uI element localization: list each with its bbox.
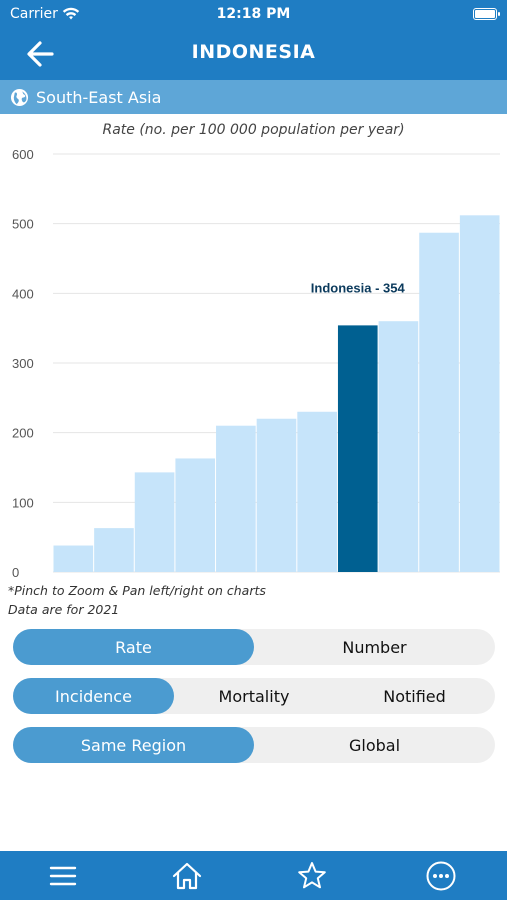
home-icon xyxy=(172,862,202,890)
y-tick-label: 300 xyxy=(12,356,34,371)
wifi-icon xyxy=(62,7,80,20)
bar[interactable] xyxy=(256,418,297,572)
measure-toggle: Rate Number xyxy=(13,629,495,665)
carrier-label: Carrier xyxy=(10,6,58,22)
star-icon xyxy=(298,862,326,889)
scope-toggle: Same Region Global xyxy=(13,727,495,763)
y-tick-label: 0 xyxy=(12,565,19,580)
page-title: INDONESIA xyxy=(191,41,316,63)
home-tab[interactable] xyxy=(170,859,204,893)
battery-icon xyxy=(473,8,500,20)
clock: 12:18 PM xyxy=(216,6,291,22)
bar[interactable] xyxy=(53,545,94,572)
chart-title: Rate (no. per 100 000 population per yea… xyxy=(102,122,405,138)
y-tick-label: 100 xyxy=(12,495,34,510)
back-button[interactable] xyxy=(22,36,62,72)
bar-highlighted[interactable] xyxy=(337,325,378,572)
menu-icon xyxy=(49,866,77,886)
bar[interactable] xyxy=(94,528,134,572)
more-tab[interactable] xyxy=(424,859,458,893)
region-bar: South-East Asia xyxy=(0,80,507,114)
y-tick-label: 600 xyxy=(12,147,34,162)
bottom-tab-bar xyxy=(0,851,507,900)
chart-notes: *Pinch to Zoom & Pan left/right on chart… xyxy=(8,581,266,619)
bar[interactable] xyxy=(378,321,419,572)
carrier-indicator: Carrier xyxy=(10,6,80,22)
global-option[interactable]: Global xyxy=(348,735,401,755)
y-tick-label: 500 xyxy=(12,217,34,232)
same-region-option[interactable]: Same Region xyxy=(13,727,254,763)
bar[interactable] xyxy=(175,458,216,572)
rate-option[interactable]: Rate xyxy=(13,629,254,665)
y-tick-label: 400 xyxy=(12,286,34,301)
bar-chart[interactable]: 0 100 200 300 400 500 600 Indonesia - 354 xyxy=(0,114,507,584)
globe-icon xyxy=(10,88,29,106)
bar[interactable] xyxy=(459,215,500,572)
bar[interactable] xyxy=(134,472,175,572)
indicator-toggle: Incidence Mortality Notified xyxy=(13,678,495,714)
mortality-option[interactable]: Mortality xyxy=(218,686,290,706)
highlight-data-label: Indonesia - 354 xyxy=(311,280,406,295)
favorites-tab[interactable] xyxy=(295,859,329,893)
bar[interactable] xyxy=(297,411,337,572)
data-year-note: Data are for 2021 xyxy=(8,602,120,617)
notified-option[interactable]: Notified xyxy=(383,686,446,706)
y-tick-label: 200 xyxy=(12,426,34,441)
incidence-option[interactable]: Incidence xyxy=(13,678,174,714)
number-option[interactable]: Number xyxy=(342,637,407,657)
region-label: South-East Asia xyxy=(36,87,162,107)
bar[interactable] xyxy=(216,425,256,572)
arrow-left-icon xyxy=(27,41,54,67)
status-bar: Carrier 12:18 PM xyxy=(0,0,507,28)
navigation-header: INDONESIA xyxy=(0,28,507,80)
pinch-zoom-note: *Pinch to Zoom & Pan left/right on chart… xyxy=(8,583,266,598)
more-icon xyxy=(426,861,456,891)
bar[interactable] xyxy=(419,232,459,572)
menu-tab[interactable] xyxy=(46,859,80,893)
chart-area[interactable]: Rate (no. per 100 000 population per yea… xyxy=(0,114,507,584)
